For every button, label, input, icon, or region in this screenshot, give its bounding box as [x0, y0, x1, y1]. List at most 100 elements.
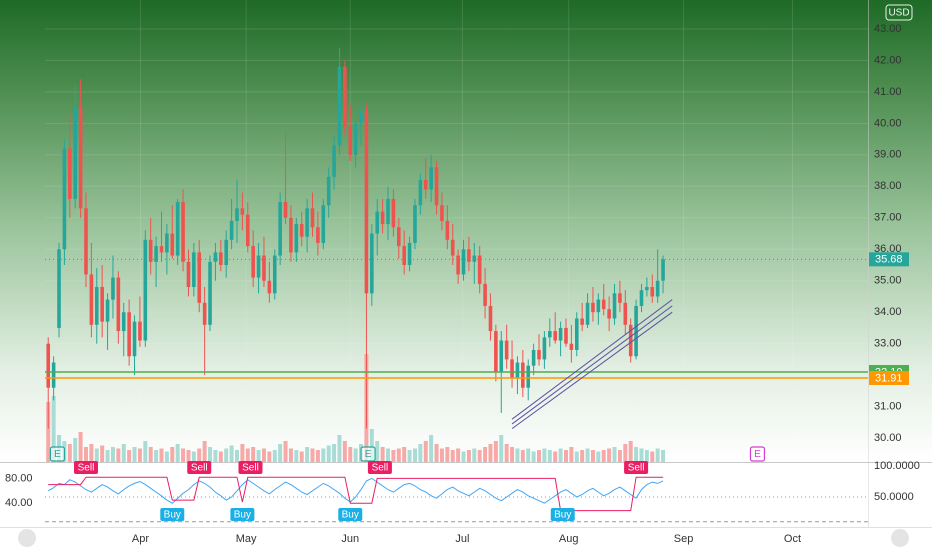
- candle-body: [62, 148, 67, 250]
- volume-bar: [143, 441, 148, 462]
- volume-bar: [83, 447, 88, 462]
- candle-body: [407, 242, 412, 265]
- candle-body: [278, 202, 282, 256]
- candle-body: [89, 274, 94, 325]
- candle-body: [143, 239, 148, 341]
- volume-bar: [418, 444, 423, 462]
- candle-body: [472, 255, 477, 262]
- volume-bar: [73, 438, 78, 462]
- candle-body: [316, 227, 320, 243]
- volume-bar: [456, 448, 461, 462]
- y-tick-label: 36.00: [874, 243, 902, 255]
- y-tick-label: 39.00: [874, 149, 902, 161]
- candle-body: [618, 293, 622, 303]
- volume-bar: [278, 444, 283, 462]
- volume-bar: [596, 451, 601, 462]
- candle-body: [601, 299, 606, 310]
- volume-bar: [218, 451, 223, 462]
- volume-bar: [261, 448, 266, 462]
- candle-body: [229, 220, 234, 240]
- candle-body: [521, 362, 525, 388]
- candle-body: [208, 261, 212, 325]
- scale-button[interactable]: [891, 529, 909, 547]
- candle-body: [574, 318, 579, 350]
- volume-bar: [450, 450, 455, 462]
- axes: 30.0031.0032.0033.0034.0035.0036.0037.00…: [5, 23, 920, 545]
- candle-body: [402, 246, 406, 265]
- volume-bar: [164, 451, 169, 462]
- volume-bar: [472, 448, 477, 462]
- volume-bar: [661, 450, 666, 462]
- signal-label: Sell: [242, 463, 259, 474]
- currency-box[interactable]: [885, 4, 913, 21]
- candle-body: [148, 239, 153, 262]
- trendline: [511, 299, 673, 420]
- candle-body: [219, 252, 223, 265]
- candle-body: [267, 280, 272, 294]
- currency: USD: [888, 8, 909, 19]
- volume-bar: [434, 444, 439, 462]
- candle-body: [84, 208, 88, 275]
- volume-bar: [537, 450, 542, 462]
- candle-body: [639, 290, 644, 306]
- volume-bar: [617, 450, 622, 462]
- candle-body: [245, 214, 250, 247]
- y-tick-label: 41.00: [874, 86, 902, 98]
- candle-body: [138, 321, 142, 341]
- candle-body: [623, 302, 628, 325]
- volume-bar: [628, 441, 633, 462]
- candle-body: [240, 208, 245, 215]
- candle-body: [224, 239, 229, 265]
- candle-body: [364, 110, 369, 294]
- signal-label: Sell: [78, 463, 95, 474]
- volume-bar: [197, 448, 202, 462]
- volume-bar: [229, 445, 234, 462]
- candle-body: [510, 359, 514, 379]
- candle-body: [370, 233, 374, 294]
- x-tick-label: Apr: [132, 533, 149, 545]
- volume-bar: [186, 450, 191, 462]
- volume-bar: [650, 451, 655, 462]
- volume-bar: [208, 447, 213, 462]
- y-tick-label: 42.00: [874, 54, 902, 66]
- volume-bar: [526, 448, 531, 462]
- y-tick-label: 30.00: [874, 432, 902, 444]
- indicator-tick-label: 50.0000: [874, 491, 914, 503]
- signal-box: [73, 461, 98, 474]
- signal-label: Sell: [191, 463, 208, 474]
- volume-bar: [191, 451, 196, 462]
- candle-body: [192, 252, 196, 288]
- candle-body: [396, 227, 401, 247]
- x-tick-label: May: [236, 533, 257, 545]
- candle-body: [321, 205, 326, 243]
- candle-body: [100, 287, 104, 322]
- signal-label: Sell: [628, 463, 645, 474]
- candle-body: [132, 321, 137, 357]
- candle-body: [294, 224, 299, 253]
- volume-bar: [326, 445, 331, 462]
- candle-body: [488, 305, 493, 332]
- volume-bar: [121, 444, 126, 462]
- price-label: 31.91: [875, 372, 903, 384]
- y-tick-label: 34.00: [874, 306, 902, 318]
- candle-body: [165, 233, 169, 253]
- volume-bar: [510, 447, 515, 462]
- volume-bar: [283, 441, 288, 462]
- candle-body: [580, 318, 584, 325]
- volume-bar: [655, 448, 660, 462]
- trendline: [511, 311, 673, 430]
- volume-bar: [607, 448, 612, 462]
- candle-body: [413, 205, 417, 243]
- volume-bar: [590, 450, 595, 462]
- volume-bar: [439, 448, 444, 462]
- volume-bar: [391, 450, 396, 462]
- candle-body: [391, 198, 396, 228]
- volume-bar: [574, 451, 579, 462]
- signal-box: [238, 461, 263, 474]
- settings-button[interactable]: [18, 529, 36, 547]
- volume-bar: [299, 451, 304, 462]
- volume-bar: [348, 447, 353, 462]
- y-tick-label: 38.00: [874, 180, 902, 192]
- candle-body: [526, 365, 531, 388]
- event-label: E: [365, 449, 372, 460]
